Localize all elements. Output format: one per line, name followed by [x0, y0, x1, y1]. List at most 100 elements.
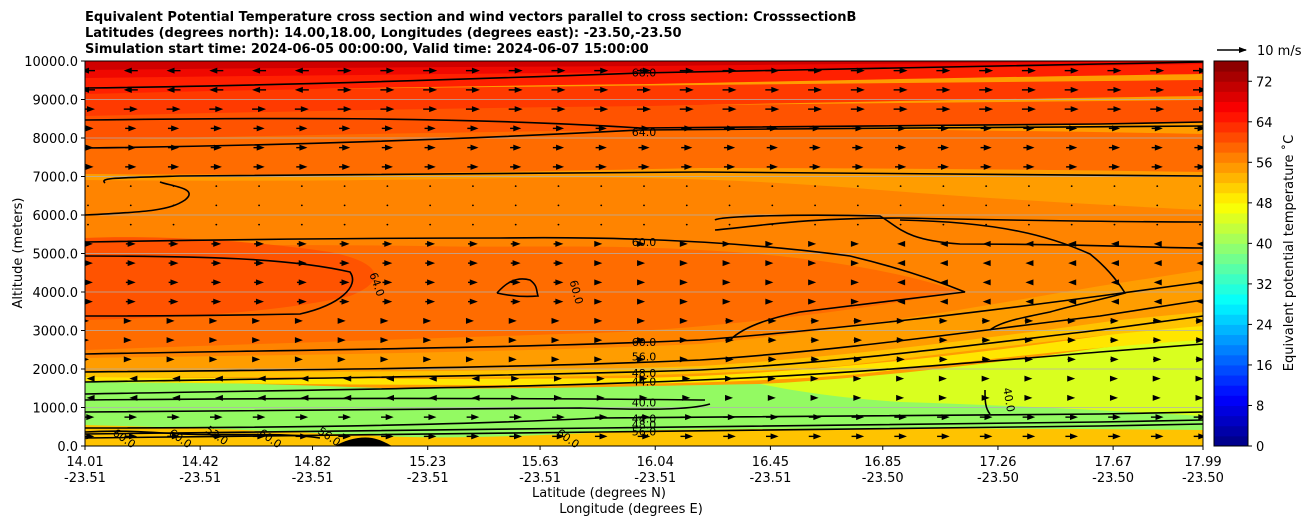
wind-vector — [337, 86, 352, 93]
wind-vector — [679, 260, 688, 267]
wind-vector — [557, 204, 560, 207]
wind-vector-head — [1112, 125, 1121, 132]
x-tick-label-lon: -23.51 — [407, 471, 449, 486]
contour-label-text: 48.0 — [632, 367, 657, 380]
wind-vector — [981, 375, 990, 382]
wind-vector-head — [814, 106, 823, 113]
wind-vector-dot — [129, 223, 132, 226]
wind-vector — [337, 337, 346, 344]
wind-vector — [942, 204, 945, 207]
wind-vector — [1110, 260, 1119, 267]
wind-vector-head — [85, 86, 89, 93]
wind-vector — [380, 86, 395, 93]
contour-line-4 — [85, 181, 190, 216]
wind-vector-head — [1110, 260, 1119, 267]
wind-vector-head — [1026, 163, 1035, 170]
wind-vector — [125, 240, 136, 247]
wind-vector-dot — [172, 185, 175, 188]
wind-vector-head — [300, 106, 309, 113]
wind-vector-head — [811, 317, 820, 324]
wind-vector-head — [769, 144, 778, 151]
contour-line-11 — [85, 281, 1203, 355]
wind-vector-head — [682, 375, 691, 382]
wind-vector-head — [128, 144, 137, 151]
wind-vector-head — [1109, 394, 1118, 401]
wind-vector-head — [679, 279, 688, 286]
wind-vector-dot — [1070, 223, 1073, 226]
wind-vector — [1064, 106, 1079, 113]
wind-vector — [294, 356, 303, 363]
wind-vector — [510, 144, 522, 151]
wind-vector-dot — [172, 204, 175, 207]
wind-vector-head — [252, 86, 261, 93]
wind-vector-head — [981, 375, 990, 382]
wind-vector — [468, 279, 478, 286]
wind-vector — [637, 279, 646, 286]
wind-vector-head — [166, 317, 175, 324]
wind-vector — [680, 433, 694, 440]
wind-vector-head — [471, 67, 480, 74]
wind-vector — [722, 298, 731, 305]
x-tick-label-lat: 16.04 — [637, 455, 674, 470]
wind-vector-head — [514, 86, 523, 93]
wind-vector — [1193, 86, 1203, 93]
wind-vector — [339, 163, 351, 170]
wind-vector-head — [123, 337, 132, 344]
wind-vector — [723, 125, 736, 132]
wind-vector — [553, 279, 564, 286]
wind-vector — [1153, 337, 1162, 344]
wind-vector — [1068, 298, 1077, 305]
wind-vector-dot — [514, 204, 517, 207]
wind-vector — [386, 223, 389, 226]
wind-vector — [294, 86, 309, 93]
wind-vector — [552, 414, 565, 421]
wind-vector-head — [470, 144, 479, 151]
wind-vector — [1153, 317, 1162, 324]
wind-vector — [768, 356, 777, 363]
wind-vector-head — [1112, 414, 1121, 421]
contour-label-text: 60.0 — [632, 236, 657, 249]
wind-vector-head — [166, 86, 175, 93]
wind-vector-head — [942, 106, 951, 113]
wind-vector-head — [171, 125, 180, 132]
wind-vector — [723, 144, 736, 151]
wind-vector-head — [896, 375, 905, 382]
wind-vector-dot — [1028, 185, 1030, 188]
wind-vector-head — [129, 414, 138, 421]
colorbar: 0 8 16 24 32 40 48 56 64 72 — [1213, 60, 1273, 455]
wind-vector — [209, 317, 218, 324]
wind-vector — [253, 125, 265, 132]
wind-vector — [215, 204, 218, 207]
contour-line-2 — [85, 125, 1203, 149]
colorbar-segment — [1214, 425, 1248, 437]
wind-vector-head — [469, 240, 478, 247]
wind-vector — [638, 125, 650, 132]
wind-vector-head — [209, 356, 218, 363]
wind-vector — [1021, 86, 1036, 93]
wind-vector-head — [985, 106, 994, 113]
wind-vector — [552, 144, 565, 151]
wind-vector — [1024, 356, 1034, 363]
wind-vector — [294, 337, 303, 344]
wind-vector-head — [171, 163, 180, 170]
wind-vector — [723, 163, 736, 170]
wind-vector — [939, 260, 948, 267]
contour-label-text: 56.0 — [632, 350, 657, 363]
wind-vector-head — [984, 433, 993, 440]
wind-vector-head — [771, 106, 780, 113]
wind-vector — [722, 67, 737, 74]
wind-vector — [553, 240, 564, 247]
wind-vector — [254, 240, 264, 247]
wind-vector — [808, 260, 817, 267]
wind-vector — [129, 204, 132, 207]
wind-vector — [851, 433, 865, 440]
wind-vector-head — [85, 338, 90, 342]
colorbar-tick-label: 48 — [1256, 197, 1273, 212]
wind-vector — [1025, 298, 1034, 305]
wind-vector — [209, 67, 224, 74]
wind-vector-dot — [1199, 204, 1201, 207]
wind-vector — [856, 204, 859, 207]
wind-vector — [253, 163, 265, 170]
wind-vector — [814, 185, 816, 188]
wind-vector — [254, 279, 264, 286]
